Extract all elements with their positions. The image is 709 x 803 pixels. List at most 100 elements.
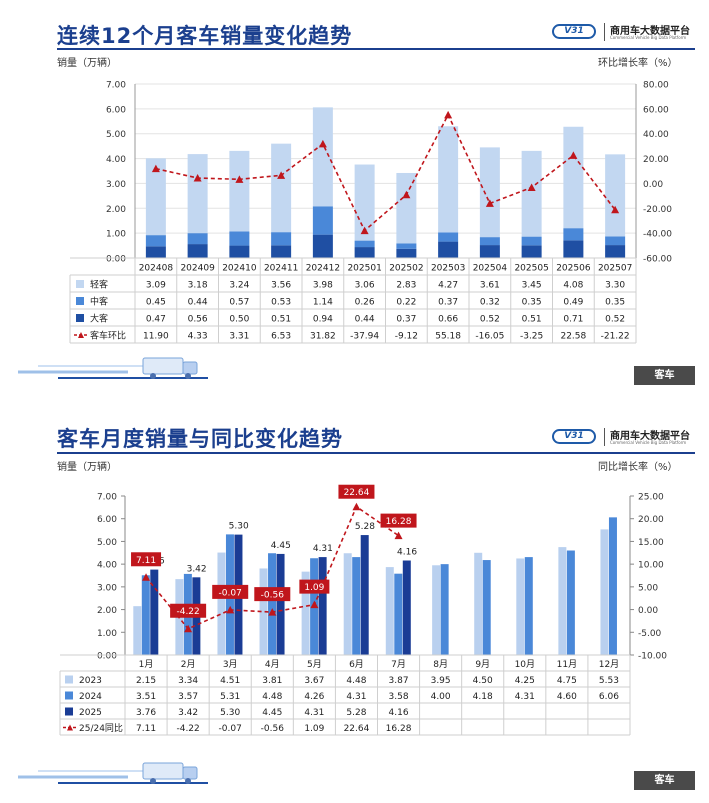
bar-segment	[479, 147, 500, 238]
x-tick-label: 9月	[475, 659, 490, 670]
table-cell: 3.42	[178, 708, 198, 718]
table-cell: 0.37	[396, 315, 416, 325]
x-tick-label: 202504	[473, 264, 508, 274]
logo-divider	[604, 23, 605, 41]
data-label: 4.16	[397, 548, 417, 558]
bar-segment	[312, 107, 333, 207]
table-cell: 2.83	[396, 281, 416, 291]
x-tick-label: 202501	[347, 264, 381, 274]
data-label: 5.28	[355, 522, 375, 532]
table-cell: 3.81	[262, 676, 282, 686]
bar-segment	[354, 240, 375, 248]
table-cell: 3.57	[178, 692, 198, 702]
bar-segment	[312, 206, 333, 235]
table-cell: -4.22	[176, 724, 199, 734]
table-cell: 4.48	[346, 676, 366, 686]
title-underline-2	[57, 452, 695, 454]
y-right-tick-label: -20.00	[643, 205, 672, 215]
table-cell: 4.60	[557, 692, 577, 702]
table-cell: 4.50	[473, 676, 493, 686]
table-cell: 3.61	[480, 281, 500, 291]
table-cell: 4.08	[563, 281, 583, 291]
y-right-tick-label: 80.00	[643, 81, 669, 91]
bar-segment	[521, 150, 542, 237]
right-axis-unit-2: 同比增长率（%）	[598, 462, 678, 473]
y-right-tick-label: 20.00	[638, 515, 664, 525]
brand-badge: V31	[552, 24, 596, 39]
table-cell: 1.14	[313, 298, 333, 308]
line-label-box	[338, 484, 375, 499]
y-left-tick-label: 5.00	[97, 538, 117, 548]
page-title-2: 客车月度销量与同比变化趋势	[57, 427, 343, 451]
table-cell: 0.35	[605, 298, 625, 308]
bar	[516, 558, 525, 655]
brand-badge-2: V31	[552, 429, 596, 444]
bar-segment	[229, 245, 250, 258]
line-marker	[360, 226, 369, 235]
bar-segment	[479, 237, 500, 246]
line-label: 1.09	[304, 583, 324, 593]
bar	[276, 553, 285, 655]
line-marker	[485, 199, 494, 207]
bar	[301, 571, 310, 655]
table-cell: 5.53	[599, 676, 619, 686]
legend-swatch	[76, 297, 84, 305]
line-marker	[277, 171, 286, 179]
table-cell: 0.32	[480, 298, 500, 308]
legend-swatch	[76, 280, 84, 288]
bar	[360, 535, 369, 655]
table-cell: 0.66	[438, 315, 458, 325]
data-label: 5.30	[229, 522, 249, 532]
x-tick-label: 202408	[139, 264, 174, 274]
y-right-tick-label: 15.00	[638, 538, 664, 548]
legend-label: 中客	[90, 296, 108, 308]
bar-segment	[438, 232, 459, 242]
table-cell: -21.22	[601, 332, 630, 342]
x-tick-label: 8月	[433, 659, 448, 670]
y-right-tick-label: -40.00	[643, 230, 672, 240]
table-cell: 3.98	[313, 281, 333, 291]
table-cell: 16.28	[386, 724, 412, 734]
y-left-tick-label: 0.00	[97, 652, 117, 662]
table-cell: 3.34	[178, 676, 198, 686]
bar-segment	[605, 154, 626, 237]
series-line	[155, 113, 616, 232]
x-tick-label: 202412	[306, 264, 340, 274]
line-marker	[151, 164, 160, 173]
line-marker	[569, 151, 578, 159]
bar-segment	[312, 234, 333, 258]
line-label-box	[254, 587, 291, 602]
y-left-tick-label: 1.00	[97, 629, 117, 639]
brand-subtitle-2: Commercial Vehicle Big Data Platform	[610, 440, 687, 445]
bar-segment	[563, 126, 584, 229]
x-tick-label: 5月	[307, 659, 322, 670]
x-tick-label: 3月	[223, 659, 238, 670]
chart-monthly-yoy: 0.00 1.00 2.00 3.00 4.00 5.00 6.00 7.00 -10.00 -5…	[59, 484, 667, 736]
table-cell: 3.58	[389, 692, 409, 702]
bar	[268, 553, 277, 655]
line-marker	[318, 139, 327, 148]
bar-segment	[187, 233, 208, 245]
x-tick-label: 10月	[515, 659, 535, 670]
line-marker	[310, 600, 319, 609]
line-marker	[268, 608, 277, 616]
legend-label: 轻客	[90, 279, 108, 291]
table-cell: -9.12	[395, 332, 418, 342]
bar	[608, 517, 617, 655]
legend-label: 大客	[90, 313, 108, 325]
line-marker	[142, 573, 151, 581]
logo-divider-2	[604, 428, 605, 446]
legend-swatch	[78, 332, 84, 338]
truck-illustration	[18, 357, 208, 379]
legend-label: 客车环比	[90, 330, 126, 342]
legend-swatch	[65, 691, 73, 700]
bar-segment	[479, 245, 500, 258]
table-cell: 5.28	[346, 708, 366, 718]
y-right-tick-label: 0.00	[638, 606, 658, 616]
chart-sequential-sales: 0.00 1.00 2.00 3.00 4.00 5.00 6.00 7.00 -60.00 -4…	[69, 81, 672, 344]
x-tick-label: 202503	[431, 264, 465, 274]
line-marker	[394, 531, 403, 540]
bar	[385, 567, 394, 655]
x-tick-label: 12月	[599, 659, 619, 670]
legend-swatch	[76, 314, 84, 322]
